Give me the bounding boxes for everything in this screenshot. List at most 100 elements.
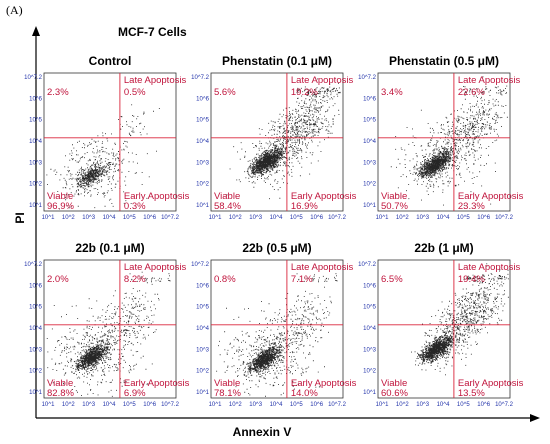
y-tick-label: 10^4 bbox=[363, 139, 376, 145]
y-tick-label: 10^5 bbox=[196, 118, 209, 124]
x-tick-label: 10^1 bbox=[376, 215, 389, 221]
quadrant-name-late: Late Apoptosis bbox=[291, 75, 354, 86]
x-tick-label: 10^1 bbox=[376, 402, 389, 408]
quadrant-value-viable: 82.8% bbox=[47, 388, 74, 399]
x-tick-label: 10^3 bbox=[249, 402, 262, 408]
y-tick-label: 10^6 bbox=[29, 96, 42, 102]
quadrant-value-late: 0.5% bbox=[124, 87, 146, 98]
x-tick-label: 10^6 bbox=[310, 402, 323, 408]
panel-title: Control bbox=[89, 54, 132, 68]
y-tick-label: 10^5 bbox=[29, 118, 42, 124]
quadrant-value-early: 14.0% bbox=[291, 388, 318, 399]
x-tick-label: 10^3 bbox=[249, 215, 262, 221]
quadrant-name-late: Late Apoptosis bbox=[124, 262, 187, 273]
quadrant-name-viable: Viable bbox=[47, 191, 73, 202]
y-tick-label: 10^5 bbox=[363, 305, 376, 311]
x-tick-label: 10^5 bbox=[457, 215, 470, 221]
y-tick-label: 10^4 bbox=[29, 139, 42, 145]
y-tick-label: 10^3 bbox=[29, 160, 42, 166]
y-tick-label: 10^2 bbox=[196, 182, 209, 188]
x-tick-label: 10^1 bbox=[42, 402, 55, 408]
y-tick-label: 10^7.2 bbox=[191, 262, 209, 268]
y-tick-label: 10^5 bbox=[363, 118, 376, 124]
quadrant-value-necrotic: 6.5% bbox=[381, 274, 403, 285]
quadrant-name-viable: Viable bbox=[47, 378, 73, 389]
x-tick-label: 10^7.2 bbox=[161, 402, 179, 408]
x-tick-label: 10^6 bbox=[477, 402, 490, 408]
quadrant-name-late: Late Apoptosis bbox=[124, 75, 187, 86]
y-tick-label: 10^4 bbox=[29, 326, 42, 332]
y-tick-label: 10^3 bbox=[196, 347, 209, 353]
quadrant-value-necrotic: 0.8% bbox=[214, 274, 236, 285]
y-axis-arrow bbox=[32, 26, 40, 36]
quadrant-name-late: Late Apoptosis bbox=[291, 262, 354, 273]
quadrant-value-viable: 50.7% bbox=[381, 201, 408, 212]
quadrant-value-early: 0.3% bbox=[124, 201, 146, 212]
panel-title: Phenstatin (0.1 μM) bbox=[222, 54, 332, 68]
x-tick-label: 10^4 bbox=[270, 215, 283, 221]
y-tick-label: 10^4 bbox=[363, 326, 376, 332]
quadrant-name-early: Early Apoptosis bbox=[458, 191, 524, 202]
y-tick-label: 10^6 bbox=[363, 96, 376, 102]
quadrant-name-early: Early Apoptosis bbox=[458, 378, 524, 389]
panel-title: 22b (1 μM) bbox=[414, 241, 473, 255]
x-tick-label: 10^2 bbox=[62, 402, 75, 408]
x-tick-label: 10^4 bbox=[437, 215, 450, 221]
y-tick-label: 10^5 bbox=[29, 305, 42, 311]
y-tick-label: 10^5 bbox=[196, 305, 209, 311]
plot-frame bbox=[43, 259, 177, 399]
quadrant-name-viable: Viable bbox=[381, 191, 407, 202]
x-tick-label: 10^4 bbox=[103, 402, 116, 408]
x-tick-label: 10^1 bbox=[209, 402, 222, 408]
quadrant-value-viable: 60.6% bbox=[381, 388, 408, 399]
x-tick-label: 10^7.2 bbox=[495, 402, 513, 408]
event-dots bbox=[390, 76, 508, 206]
event-dots-path bbox=[46, 271, 171, 397]
x-tick-label: 10^1 bbox=[209, 215, 222, 221]
y-tick-label: 10^7.2 bbox=[358, 75, 376, 81]
y-tick-label: 10^6 bbox=[196, 283, 209, 289]
panel-letter: (A) bbox=[6, 3, 23, 17]
x-tick-label: 10^5 bbox=[123, 215, 136, 221]
x-tick-label: 10^4 bbox=[103, 215, 116, 221]
x-tick-label: 10^2 bbox=[229, 402, 242, 408]
quadrant-value-early: 13.5% bbox=[458, 388, 485, 399]
quadrant-value-early: 6.9% bbox=[124, 388, 146, 399]
x-tick-label: 10^6 bbox=[143, 402, 156, 408]
x-tick-label: 10^3 bbox=[416, 215, 429, 221]
x-tick-label: 10^4 bbox=[270, 402, 283, 408]
x-tick-label: 10^2 bbox=[396, 215, 409, 221]
panel-title: Phenstatin (0.5 μM) bbox=[389, 54, 499, 68]
y-tick-label: 10^7.2 bbox=[24, 262, 42, 268]
event-dots bbox=[226, 78, 341, 200]
x-tick-label: 10^7.2 bbox=[161, 215, 179, 221]
x-tick-label: 10^5 bbox=[290, 402, 303, 408]
quadrant-name-late: Late Apoptosis bbox=[458, 262, 521, 273]
plot-frame bbox=[210, 259, 344, 399]
y-tick-label: 10^3 bbox=[363, 160, 376, 166]
figure-subtitle: MCF-7 Cells bbox=[118, 25, 187, 39]
x-tick-label: 10^3 bbox=[82, 215, 95, 221]
quadrant-value-late: 19.4% bbox=[458, 274, 485, 285]
y-tick-label: 10^6 bbox=[196, 96, 209, 102]
y-tick-label: 10^2 bbox=[196, 369, 209, 375]
quadrant-name-viable: Viable bbox=[214, 378, 240, 389]
x-tick-label: 10^2 bbox=[396, 402, 409, 408]
quadrant-name-viable: Viable bbox=[381, 378, 407, 389]
quadrant-value-necrotic: 2.0% bbox=[47, 274, 69, 285]
quadrant-name-viable: Viable bbox=[214, 191, 240, 202]
quadrant-value-early: 23.3% bbox=[458, 201, 485, 212]
plot-frame bbox=[210, 72, 344, 212]
y-tick-label: 10^1 bbox=[363, 203, 376, 209]
quadrant-value-late: 22.6% bbox=[458, 87, 485, 98]
y-tick-label: 10^7.2 bbox=[191, 75, 209, 81]
quadrant-value-viable: 96.9% bbox=[47, 201, 74, 212]
y-tick-label: 10^7.2 bbox=[24, 75, 42, 81]
quadrant-value-necrotic: 5.6% bbox=[214, 87, 236, 98]
